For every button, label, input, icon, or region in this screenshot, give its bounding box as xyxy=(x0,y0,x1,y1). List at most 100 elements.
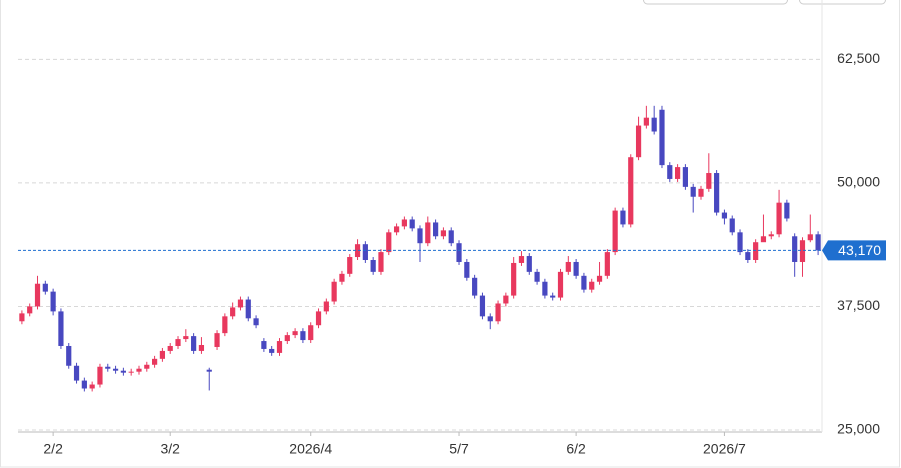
candle-body xyxy=(393,226,400,233)
candle-body xyxy=(300,331,306,341)
y-tick-label: 50,000 xyxy=(837,174,880,190)
candle-body xyxy=(276,341,283,353)
candle-body xyxy=(245,299,251,319)
candle-body xyxy=(433,222,439,237)
candle-body xyxy=(370,260,376,272)
candle-body xyxy=(167,345,173,351)
candle-body xyxy=(66,345,72,366)
candle-body xyxy=(511,262,517,296)
candle-body xyxy=(261,341,267,349)
candle-body xyxy=(472,277,478,296)
candle-body xyxy=(27,306,33,314)
candle-body xyxy=(378,252,384,272)
candle-body xyxy=(596,275,603,282)
candle-body xyxy=(269,348,275,353)
candle-body xyxy=(518,256,525,263)
candle-body xyxy=(487,316,493,322)
candle-body xyxy=(745,252,751,260)
candle-body xyxy=(792,236,798,262)
candle-body xyxy=(714,173,720,213)
candle-body xyxy=(144,364,150,369)
x-tick-label: 2/2 xyxy=(43,441,63,457)
candle-body xyxy=(237,299,244,308)
candle-body xyxy=(784,202,790,219)
candle-body xyxy=(331,281,337,302)
x-tick-label: 2026/4 xyxy=(289,441,332,457)
toolbar-button[interactable] xyxy=(643,0,788,5)
candle-body xyxy=(58,311,64,346)
candle-body xyxy=(112,368,119,371)
last-price-label: 43,170 xyxy=(838,242,881,258)
last-price-tag xyxy=(822,240,886,261)
candle-body xyxy=(698,188,704,197)
candle-body xyxy=(362,244,368,260)
candle-body xyxy=(479,295,486,317)
candle-body xyxy=(565,261,571,272)
candle-body xyxy=(191,336,197,351)
candle-body xyxy=(440,230,447,237)
candle-body xyxy=(347,257,353,274)
candle-body xyxy=(89,384,95,389)
candle-body xyxy=(50,291,56,312)
x-tick-label: 6/2 xyxy=(566,441,586,457)
candle-body xyxy=(807,234,813,241)
candle-body xyxy=(542,281,548,296)
candle-body xyxy=(19,313,25,322)
candle-body xyxy=(401,219,407,227)
candle-body xyxy=(214,333,220,347)
candle-body xyxy=(198,345,205,351)
candle-body xyxy=(425,222,431,244)
candle-body xyxy=(604,252,610,276)
candle-body xyxy=(284,335,290,342)
x-tick-label: 5/7 xyxy=(449,441,469,457)
candle-body xyxy=(230,307,236,317)
candle-body xyxy=(815,234,821,251)
y-tick-label: 37,500 xyxy=(837,297,880,313)
candle-body xyxy=(448,230,454,244)
candle-body xyxy=(42,283,48,292)
candle-body xyxy=(222,316,228,334)
candle-body xyxy=(128,371,134,373)
candle-body xyxy=(73,365,80,381)
candle-body xyxy=(206,369,212,372)
candle-body xyxy=(729,218,735,233)
candle-body xyxy=(674,167,681,179)
candle-body xyxy=(120,370,126,373)
candle-body xyxy=(682,167,688,187)
candle-body xyxy=(315,311,322,326)
candle-body xyxy=(354,244,361,258)
candle-body xyxy=(308,325,314,341)
candle-body xyxy=(690,186,696,197)
candle-body xyxy=(526,256,532,272)
candle-body xyxy=(534,271,540,282)
candle-body xyxy=(105,366,111,369)
candle-body xyxy=(495,303,501,322)
candle-body xyxy=(573,261,579,276)
candle-body xyxy=(776,202,782,235)
candle-body xyxy=(464,261,470,278)
candle-body xyxy=(503,295,509,304)
candle-body xyxy=(159,350,166,359)
candle-body xyxy=(97,366,103,385)
candle-body xyxy=(175,339,181,346)
candle-body xyxy=(799,240,806,262)
toolbar-button[interactable] xyxy=(799,0,886,5)
candle-body xyxy=(721,212,728,219)
candle-body xyxy=(589,281,595,290)
candle-body xyxy=(417,228,423,244)
candle-body xyxy=(253,318,259,326)
candle-body xyxy=(620,210,626,225)
candle-body xyxy=(706,173,712,189)
candle-body xyxy=(339,273,345,282)
candle-body xyxy=(628,157,634,225)
candle-body xyxy=(667,165,673,179)
candle-body xyxy=(550,295,556,298)
candle-body xyxy=(456,243,462,262)
candle-body xyxy=(292,331,298,336)
x-tick-label: 2026/7 xyxy=(703,441,746,457)
candle-body xyxy=(152,358,158,365)
candle-body xyxy=(409,219,415,229)
candle-body xyxy=(34,283,41,307)
